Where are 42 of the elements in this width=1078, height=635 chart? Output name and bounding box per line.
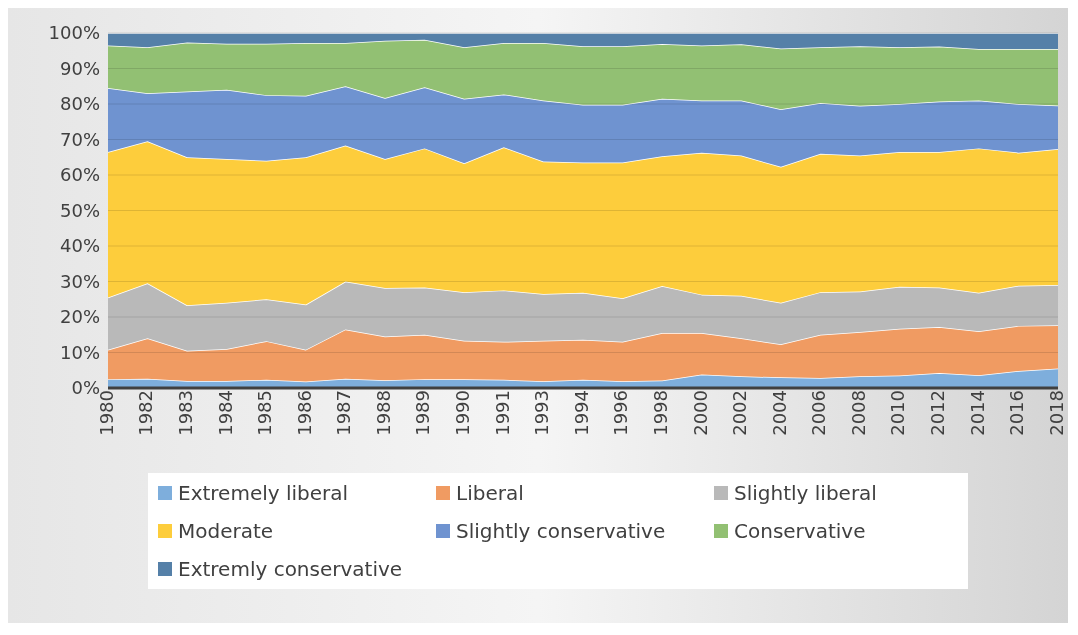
y-tick-label: 50% [59,199,100,221]
x-tick-label: 2014 [966,390,988,436]
legend-label: Liberal [456,481,524,505]
x-tick-label: 1984 [214,390,236,436]
x-tick-label: 1990 [452,390,474,436]
x-tick-label: 1983 [174,390,196,436]
legend-label: Conservative [734,519,866,543]
y-tick-label: 20% [59,306,100,328]
legend-label: Extremely liberal [178,481,349,505]
y-tick-label: 10% [59,341,100,363]
x-tick-label: 1986 [293,390,315,436]
x-tick-label: 2012 [927,390,949,436]
x-tick-label: 1994 [570,390,592,436]
y-tick-label: 90% [59,57,100,79]
x-tick-label: 2000 [689,390,711,436]
y-tick-label: 60% [59,164,100,186]
y-tick-label: 40% [59,235,100,257]
x-tick-label: 1987 [333,390,355,436]
x-tick-label: 1985 [254,390,276,436]
x-tick-label: 1988 [372,390,394,436]
legend-label: Moderate [178,519,274,543]
x-tick-label: 1996 [610,390,632,436]
x-tick-label: 2004 [768,390,790,436]
x-tick-label: 2008 [847,390,869,436]
y-tick-label: 100% [48,22,100,44]
y-tick-label: 80% [59,93,100,115]
x-tick-label: 1982 [135,390,157,436]
y-tick-label: 30% [59,270,100,292]
x-tick-label: 2002 [729,390,751,436]
legend-label: Extremly conservative [178,557,403,581]
x-tick-label: 2010 [887,390,909,436]
legend-label: Slightly liberal [734,481,877,505]
x-tick-label: 1998 [649,390,671,436]
x-tick-label: 1989 [412,390,434,436]
x-tick-label: 2006 [808,390,830,436]
y-tick-label: 70% [59,128,100,150]
x-tick-label: 1993 [531,390,553,436]
legend-label: Slightly conservative [456,519,666,543]
x-tick-label: 2018 [1045,390,1067,436]
x-tick-label: 2016 [1006,390,1028,436]
x-tick-label: 1991 [491,390,513,436]
y-tick-label: 0% [71,377,100,399]
